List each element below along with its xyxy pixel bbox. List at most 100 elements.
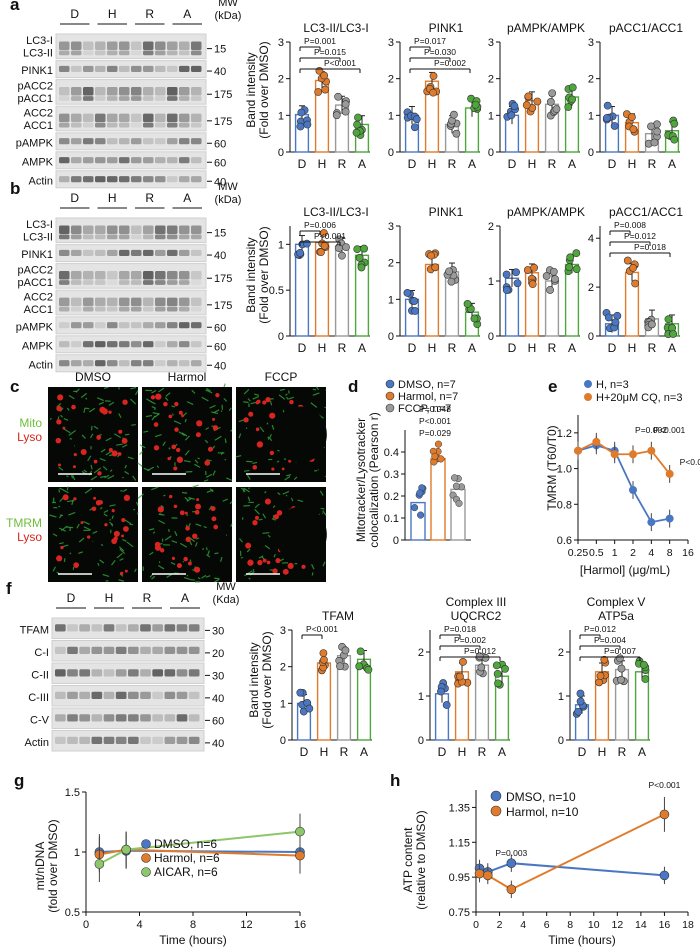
- y-tick-label: 1: [418, 691, 424, 703]
- x-tick-label: 2: [630, 547, 636, 559]
- micrograph-column-label: Harmol: [168, 370, 207, 384]
- lyso-signal: [256, 399, 261, 404]
- mito-signal: [146, 398, 152, 403]
- blot-band: [91, 669, 103, 677]
- data-point: [659, 809, 670, 820]
- blot-band: [167, 65, 178, 72]
- mito-signal: [59, 542, 64, 545]
- blot-band: [191, 280, 202, 285]
- blot-band: [179, 87, 190, 96]
- x-axis-label: Time (hours): [159, 933, 227, 947]
- lyso-signal: [169, 494, 173, 499]
- data-point: [576, 689, 585, 698]
- mw-header: MW: [218, 181, 238, 193]
- x-tick-label: D: [438, 745, 447, 759]
- x-tick-label: H: [528, 157, 537, 171]
- y-tick-label: 0: [278, 331, 284, 343]
- data-point: [512, 268, 520, 277]
- data-point: [530, 263, 539, 272]
- y-axis-label: (Fold over DMSO): [257, 41, 271, 138]
- mito-signal: [180, 542, 188, 548]
- mito-signal: [324, 406, 327, 409]
- blot-band: [59, 234, 70, 240]
- mito-signal: [72, 475, 76, 481]
- blot-row-label: Actin: [25, 737, 49, 749]
- y-tick-label: 1: [278, 110, 284, 122]
- mw-mark: 30: [212, 670, 224, 682]
- x-tick-label: A: [668, 157, 676, 171]
- data-point: [494, 679, 502, 688]
- mito-signal: [100, 475, 107, 479]
- y-tick-label: 0: [488, 331, 494, 343]
- mito-signal: [111, 560, 116, 566]
- blot-band: [83, 50, 94, 56]
- legend-marker: [141, 867, 151, 877]
- blot-band: [164, 736, 176, 744]
- y-tick-label: 0: [388, 331, 394, 343]
- lyso-signal: [62, 426, 66, 430]
- y-axis-label: (Fold over DMSO): [260, 631, 274, 728]
- blot-band: [143, 249, 154, 256]
- blot-band: [119, 50, 130, 56]
- lane-label: R: [143, 591, 152, 605]
- mito-signal: [158, 387, 165, 393]
- blot-band: [119, 225, 130, 234]
- data-point: [447, 277, 456, 286]
- micrograph-column-label: FCCP: [265, 370, 298, 384]
- blot-band: [176, 624, 188, 632]
- blot-band: [143, 176, 154, 183]
- mito-signal: [103, 386, 109, 390]
- data-point: [437, 455, 445, 463]
- lyso-signal: [123, 494, 131, 501]
- data-point: [303, 120, 312, 129]
- lyso-signal: [108, 447, 113, 453]
- blot-band: [131, 360, 142, 367]
- blot-band: [83, 41, 94, 50]
- mito-signal: [63, 428, 71, 434]
- data-point: [354, 113, 362, 122]
- blot-band: [95, 225, 106, 234]
- panel-letter: b: [10, 179, 20, 198]
- data-point: [548, 89, 557, 98]
- blot-band: [67, 736, 78, 744]
- mito-signal: [168, 447, 171, 450]
- p-value: P<0.001: [653, 425, 685, 435]
- mito-signal: [68, 511, 76, 516]
- panel-letter: e: [548, 377, 557, 396]
- p-value: P=0.048: [419, 404, 451, 414]
- mito-signal: [154, 413, 160, 418]
- x-tick-label: R: [340, 745, 349, 759]
- lyso-signal: [176, 456, 184, 463]
- blot-band: [167, 122, 178, 128]
- blot-band: [143, 157, 154, 164]
- mito-signal: [157, 564, 165, 570]
- y-tick-label: 3: [278, 37, 284, 49]
- y-tick-label: 3: [280, 625, 286, 637]
- data-point: [664, 315, 673, 324]
- blot-band: [95, 297, 106, 307]
- y-tick-label: 0: [393, 535, 399, 547]
- mw-mark: 40: [214, 176, 226, 188]
- blot-band: [191, 297, 202, 307]
- y-tick-label: 0: [418, 735, 424, 747]
- data-point: [341, 107, 350, 116]
- x-tick-label: H: [320, 745, 329, 759]
- mito-signal: [63, 558, 66, 563]
- blot-band: [167, 176, 178, 183]
- blot-band: [59, 280, 70, 285]
- blot-band: [179, 322, 190, 329]
- x-tick-label: A: [358, 157, 366, 171]
- x-tick-label: 0.5: [589, 547, 604, 559]
- blot-band: [71, 113, 82, 123]
- data-point: [576, 697, 585, 706]
- mito-signal: [134, 568, 137, 573]
- blot-band: [128, 669, 139, 677]
- mito-signal: [243, 469, 250, 472]
- mito-signal: [56, 571, 59, 574]
- blot-row-label: LC3-I: [26, 219, 53, 231]
- lyso-signal: [282, 568, 289, 575]
- lane-label: D: [70, 7, 79, 21]
- blot-band: [71, 122, 82, 128]
- lyso-signal: [195, 432, 201, 438]
